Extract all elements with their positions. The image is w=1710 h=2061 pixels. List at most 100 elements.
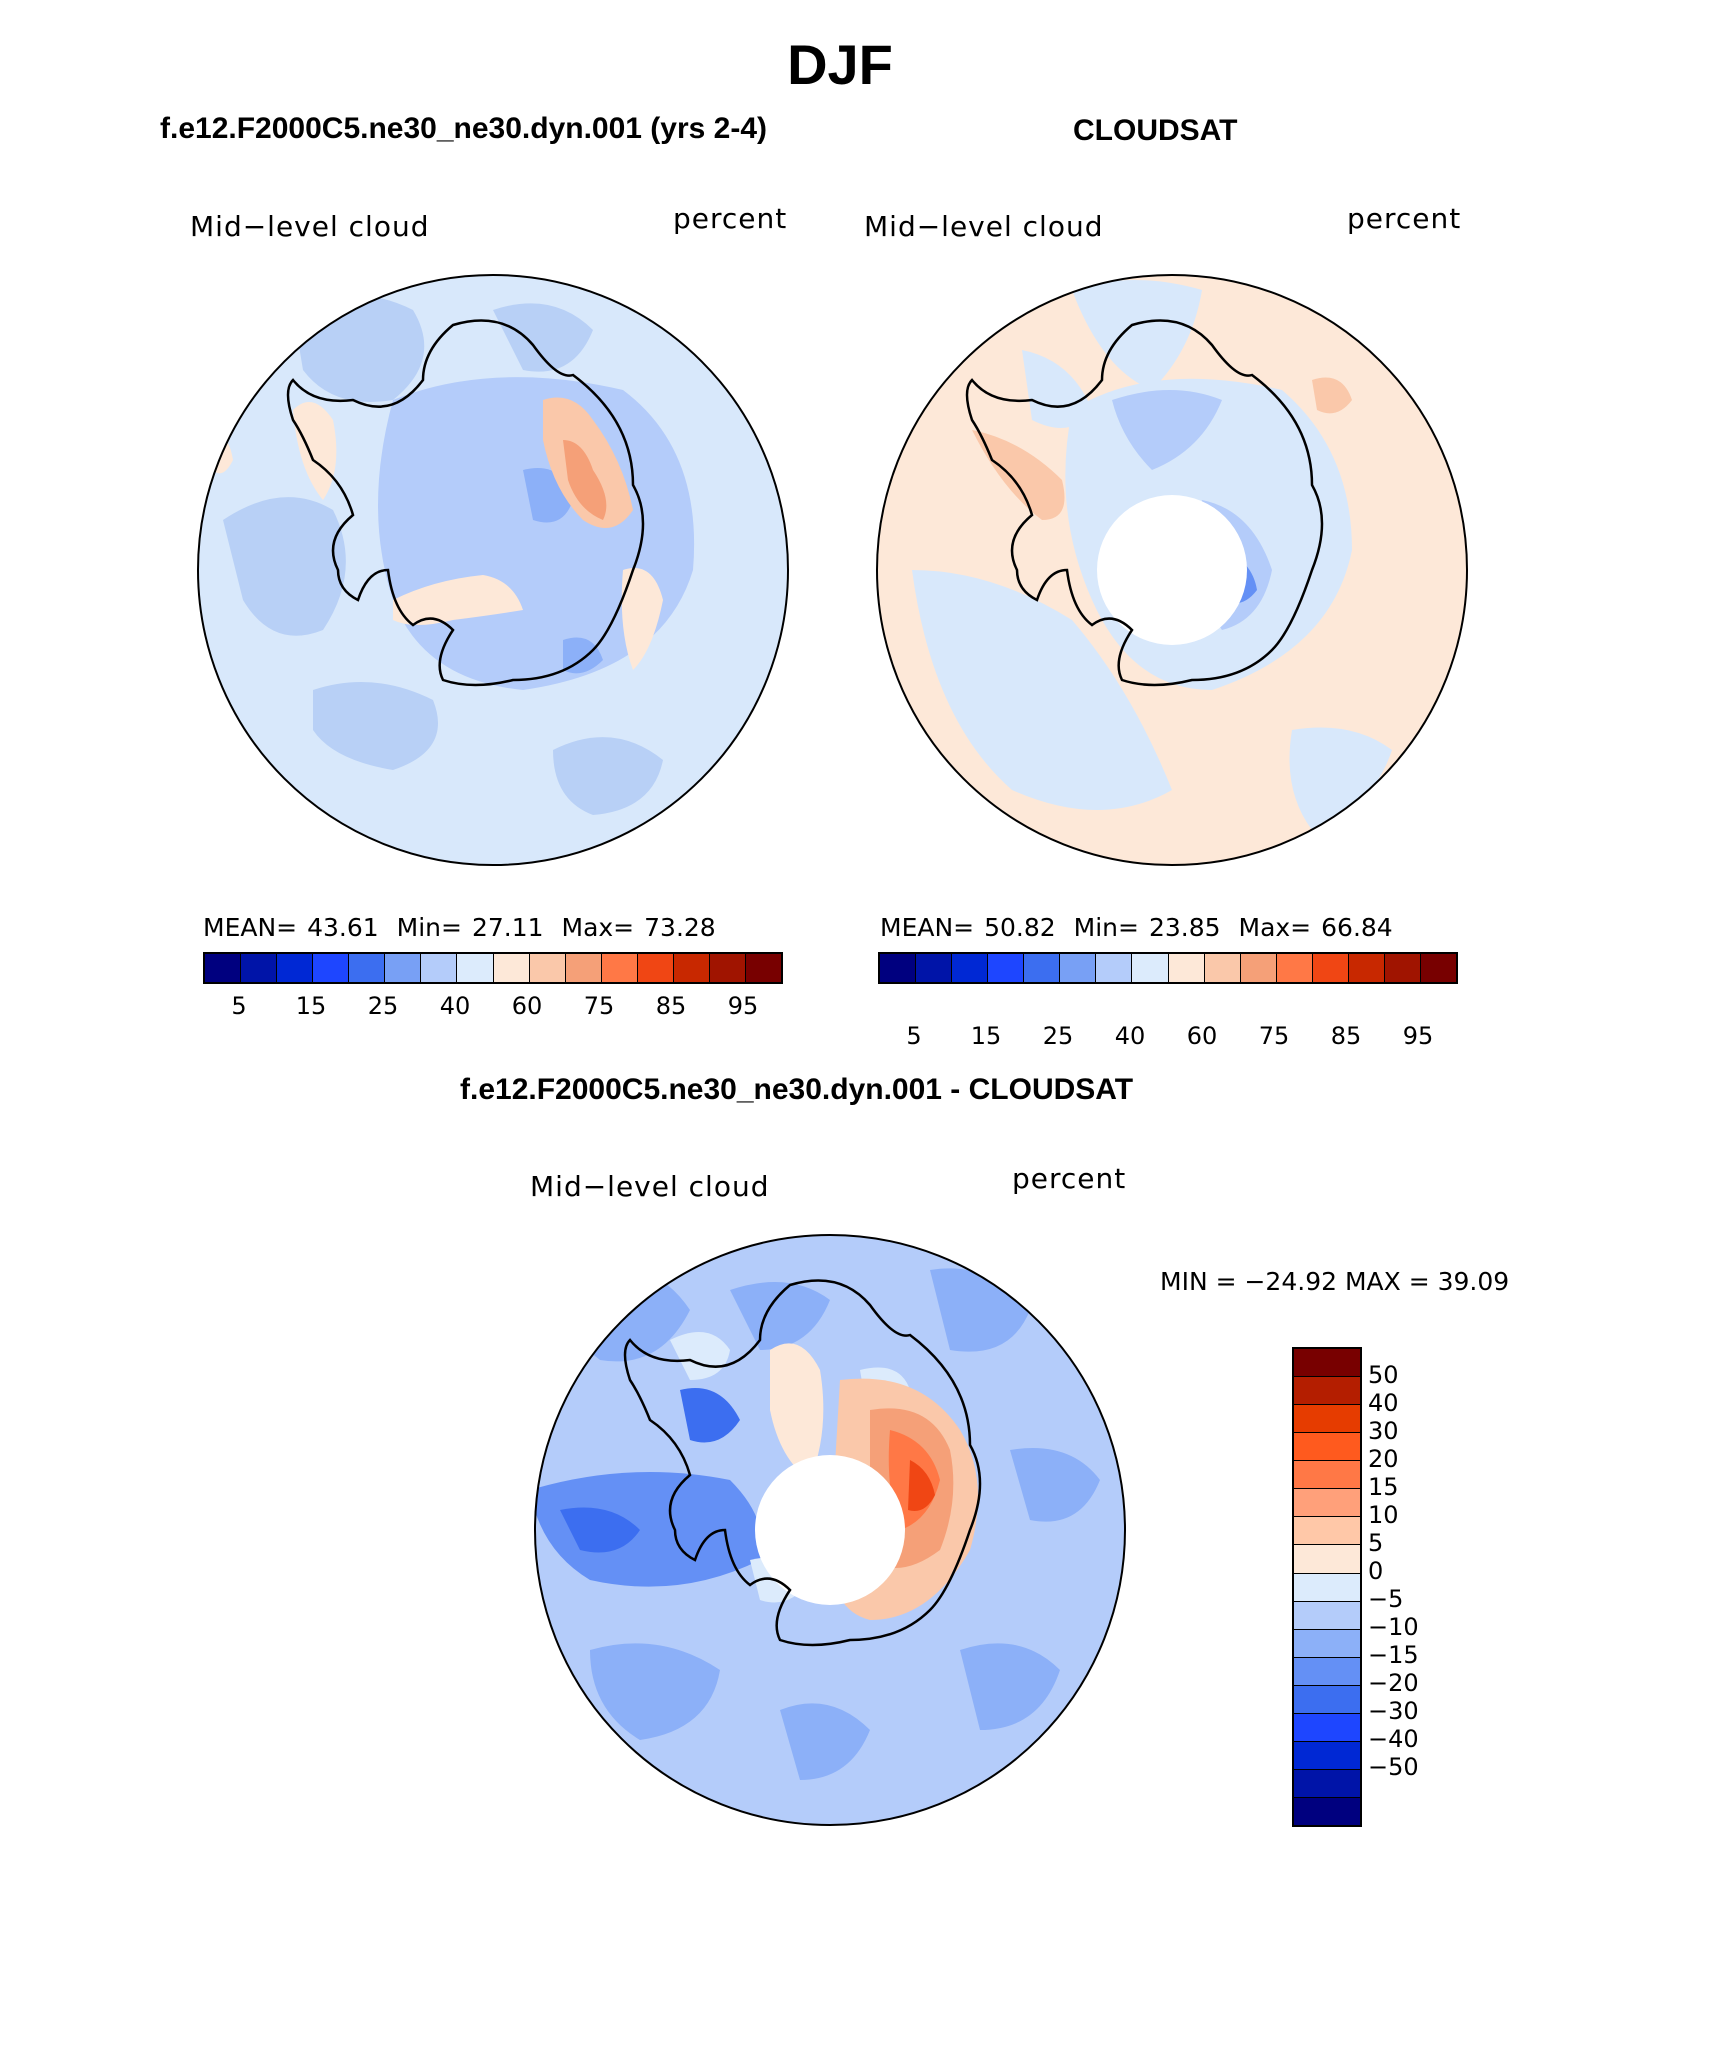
model-colorbar-swatch	[637, 954, 674, 982]
diff-colorbar-swatch	[1294, 1377, 1360, 1406]
diff-colorbar-tick-label: 10	[1368, 1501, 1399, 1529]
obs-min-value: 23.85	[1148, 913, 1221, 942]
obs-colorbar-swatch	[1024, 954, 1061, 982]
diff-colorbar	[1292, 1347, 1362, 1827]
obs-colorbar-swatch	[1384, 954, 1421, 982]
diff-colorbar-swatch	[1294, 1769, 1360, 1798]
model-colorbar-ticks: 5 15 25 40 60 75 85 95	[203, 992, 779, 1022]
diff-colorbar-tick-label: −15	[1368, 1640, 1419, 1669]
diff-colorbar-swatch	[1294, 1713, 1360, 1742]
model-colorbar-swatch	[349, 954, 386, 982]
obs-colorbar-swatch	[1168, 954, 1205, 982]
obs-colorbar-swatch	[1312, 954, 1349, 982]
obs-mean-label: MEAN=	[880, 913, 975, 942]
model-max-value: 73.28	[644, 913, 716, 942]
diff-colorbar-tick-label: −10	[1368, 1613, 1419, 1641]
obs-colorbar-swatch	[1132, 954, 1169, 982]
model-mean-value: 43.61	[307, 913, 379, 942]
diff-antarctica-coastline	[623, 1279, 982, 1647]
diff-colorbar-tick-label: −5	[1368, 1585, 1404, 1613]
diff-colorbar-swatch	[1294, 1741, 1360, 1770]
obs-colorbar-swatch	[952, 954, 989, 982]
model-colorbar-swatch	[385, 954, 422, 982]
model-colorbar-swatch	[277, 954, 314, 982]
model-min-label: Min=	[396, 913, 462, 942]
diff-colorbar-ticks: 50 40 30 20 15 10 5 0 −5 −10 −15 −20 −30 −40 −50	[1368, 1347, 1448, 1823]
obs-panel-title: CLOUDSAT	[1073, 114, 1238, 147]
figure-title: DJF	[787, 33, 893, 96]
model-colorbar-tick-label: 15	[295, 992, 327, 1020]
model-colorbar-tick-label: 5	[231, 992, 247, 1020]
diff-colorbar-swatch	[1294, 1405, 1360, 1434]
diff-colorbar-tick-label: 20	[1368, 1445, 1399, 1473]
obs-antarctica-coastline	[965, 319, 1324, 687]
model-colorbar-swatch	[673, 954, 710, 982]
obs-colorbar-tick-label: 85	[1330, 1022, 1362, 1050]
obs-colorbar-swatch	[916, 954, 953, 982]
obs-colorbar-tick-label: 95	[1402, 1022, 1434, 1050]
diff-colorbar-swatch	[1294, 1573, 1360, 1602]
diff-colorbar-swatch	[1294, 1433, 1360, 1462]
model-colorbar-tick-label: 95	[727, 992, 759, 1020]
obs-colorbar-swatch	[880, 954, 917, 982]
obs-colorbar-swatch	[1420, 954, 1456, 982]
model-colorbar-tick-label: 40	[439, 992, 471, 1020]
obs-variable-label: Mid−level cloud	[864, 210, 1104, 243]
diff-minmax: MIN = −24.92 MAX = 39.09	[1160, 1267, 1510, 1296]
model-variable-label: Mid−level cloud	[190, 210, 430, 243]
model-colorbar-swatch	[241, 954, 278, 982]
obs-colorbar-swatch	[1348, 954, 1385, 982]
diff-colorbar-tick-label: 30	[1368, 1417, 1399, 1445]
diff-colorbar-tick-label: 50	[1368, 1361, 1399, 1389]
model-panel-title: f.e12.F2000C5.ne30_ne30.dyn.001 (yrs 2-4…	[160, 112, 768, 145]
diff-colorbar-swatch	[1294, 1545, 1360, 1574]
obs-colorbar-swatch	[1060, 954, 1097, 982]
model-map-border	[197, 274, 789, 866]
obs-mean-value: 50.82	[984, 913, 1056, 942]
diff-colorbar-swatch	[1294, 1489, 1360, 1518]
obs-colorbar-tick-label: 40	[1114, 1022, 1146, 1050]
diff-units-label: percent	[1012, 1162, 1127, 1195]
model-units-label: percent	[673, 202, 788, 235]
model-colorbar-tick-label: 75	[583, 992, 615, 1020]
diff-colorbar-tick-label: −50	[1368, 1753, 1419, 1781]
diff-colorbar-swatch	[1294, 1685, 1360, 1714]
diff-colorbar-tick-label: −40	[1368, 1725, 1419, 1753]
diff-colorbar-tick-label: 15	[1368, 1473, 1399, 1501]
diff-panel-title: f.e12.F2000C5.ne30_ne30.dyn.001 - CLOUDS…	[460, 1073, 1134, 1106]
obs-min-label: Min=	[1073, 913, 1139, 942]
diff-colorbar-swatch	[1294, 1657, 1360, 1686]
model-colorbar-swatch	[601, 954, 638, 982]
diff-colorbar-tick-label: 5	[1368, 1529, 1384, 1557]
diff-polar-map	[534, 1234, 1126, 1826]
model-colorbar-tick-label: 60	[511, 992, 543, 1020]
obs-colorbar-swatch	[1204, 954, 1241, 982]
obs-colorbar-swatch	[1276, 954, 1313, 982]
model-colorbar-swatch	[313, 954, 350, 982]
model-mean-label: MEAN=	[203, 913, 298, 942]
diff-colorbar-tick-label: −30	[1368, 1697, 1419, 1725]
model-colorbar-swatch	[457, 954, 494, 982]
obs-colorbar-tick-label: 5	[906, 1022, 922, 1050]
obs-missing-data-hole	[1097, 495, 1247, 645]
model-colorbar-swatch	[565, 954, 602, 982]
diff-map-border	[534, 1234, 1126, 1826]
obs-units-label: percent	[1347, 202, 1462, 235]
diff-colorbar-tick-label: 0	[1368, 1557, 1384, 1585]
model-antarctica-coastline	[286, 319, 645, 687]
model-polar-map	[197, 274, 789, 866]
diff-variable-label: Mid−level cloud	[530, 1170, 770, 1203]
diff-colorbar-swatch	[1294, 1349, 1360, 1378]
obs-colorbar-tick-label: 75	[1258, 1022, 1290, 1050]
model-min-value: 27.11	[471, 913, 544, 942]
model-max-label: Max=	[561, 913, 635, 942]
model-colorbar-tick-label: 25	[367, 992, 399, 1020]
model-colorbar-swatch	[529, 954, 566, 982]
model-colorbar-swatch	[421, 954, 458, 982]
diff-colorbar-swatch	[1294, 1629, 1360, 1658]
diff-cloud-contours	[535, 1265, 1100, 1780]
obs-max-value: 66.84	[1321, 913, 1393, 942]
diff-missing-data-hole	[755, 1455, 905, 1605]
diff-colorbar-tick-label: −20	[1368, 1669, 1419, 1697]
obs-colorbar-swatch	[1240, 954, 1277, 982]
